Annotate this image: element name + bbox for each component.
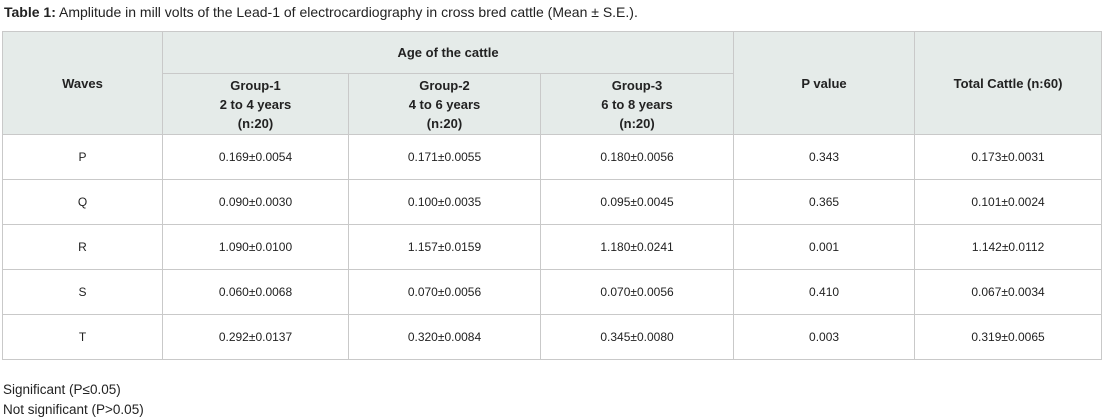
cell-group-2: 0.100±0.0035: [348, 179, 541, 225]
group-2-range: 4 to 6 years: [408, 96, 481, 112]
table-row: P 0.169±0.0054 0.171±0.0055 0.180±0.0056…: [2, 134, 1103, 180]
cell-p-value: 0.001: [733, 224, 916, 270]
header-total: Total Cattle (n:60): [914, 31, 1103, 135]
header-p-value: P value: [733, 31, 916, 135]
cell-wave: R: [2, 224, 163, 270]
cell-group-1: 0.169±0.0054: [162, 134, 349, 180]
cell-total: 1.142±0.0112: [914, 224, 1103, 270]
cell-group-3: 1.180±0.0241: [539, 224, 735, 270]
header-group-3: Group-3 6 to 8 years (n:20): [539, 73, 735, 135]
header-age-group: Age of the cattle: [161, 31, 735, 74]
cell-group-2: 1.157±0.0159: [348, 224, 541, 270]
cell-wave: Q: [2, 179, 163, 225]
cell-group-3: 0.095±0.0045: [539, 179, 735, 225]
cell-p-value: 0.410: [733, 269, 916, 315]
footnote-significant: Significant (P≤0.05): [3, 382, 121, 397]
group-3-range: 6 to 8 years: [601, 96, 673, 112]
table-caption: Table 1: Amplitude in mill volts of the …: [4, 3, 638, 21]
table-row: R 1.090±0.0100 1.157±0.0159 1.180±0.0241…: [2, 224, 1103, 270]
cell-p-value: 0.365: [733, 179, 916, 225]
group-3-n: (n:20): [619, 115, 655, 131]
table-row: Q 0.090±0.0030 0.100±0.0035 0.095±0.0045…: [2, 179, 1103, 225]
cell-group-3: 0.180±0.0056: [539, 134, 735, 180]
cell-p-value: 0.003: [733, 314, 916, 360]
group-3-name: Group-3: [611, 77, 663, 93]
header-group-1: Group-1 2 to 4 years (n:20): [162, 73, 349, 135]
header-group-2: Group-2 4 to 6 years (n:20): [348, 73, 541, 135]
cell-group-1: 0.292±0.0137: [162, 314, 349, 360]
cell-p-value: 0.343: [733, 134, 916, 180]
cell-group-2: 0.320±0.0084: [348, 314, 541, 360]
cell-group-2: 0.070±0.0056: [348, 269, 541, 315]
cell-total: 0.173±0.0031: [914, 134, 1103, 180]
caption-label: Table 1:: [4, 4, 56, 20]
header-row-groups: Group-1 2 to 4 years (n:20) Group-2 4 to…: [3, 73, 1102, 135]
cell-group-3: 0.070±0.0056: [539, 269, 735, 315]
cell-wave: S: [2, 269, 163, 315]
cell-group-1: 0.060±0.0068: [162, 269, 349, 315]
header-row-age: Waves Age of the cattle P value Total Ca…: [2, 31, 1103, 135]
cell-wave: P: [2, 134, 163, 180]
group-2-n: (n:20): [426, 115, 463, 131]
group-1-range: 2 to 4 years: [219, 96, 292, 112]
group-1-n: (n:20): [237, 115, 274, 131]
cell-group-1: 1.090±0.0100: [162, 224, 349, 270]
data-table: Waves Age of the cattle P value Total Ca…: [2, 31, 1103, 360]
table-row: T 0.292±0.0137 0.320±0.0084 0.345±0.0080…: [2, 314, 1103, 360]
group-2-name: Group-2: [419, 77, 470, 93]
cell-total: 0.067±0.0034: [914, 269, 1103, 315]
table-row: S 0.060±0.0068 0.070±0.0056 0.070±0.0056…: [2, 269, 1103, 315]
footnote-not-significant: Not significant (P>0.05): [3, 402, 144, 417]
group-1-name: Group-1: [230, 77, 281, 93]
cell-wave: T: [2, 314, 163, 360]
cell-group-1: 0.090±0.0030: [162, 179, 349, 225]
cell-total: 0.101±0.0024: [914, 179, 1103, 225]
cell-group-3: 0.345±0.0080: [539, 314, 735, 360]
header-waves: Waves: [2, 31, 163, 135]
cell-total: 0.319±0.0065: [914, 314, 1103, 360]
caption-text: Amplitude in mill volts of the Lead-1 of…: [55, 4, 638, 20]
cell-group-2: 0.171±0.0055: [348, 134, 541, 180]
